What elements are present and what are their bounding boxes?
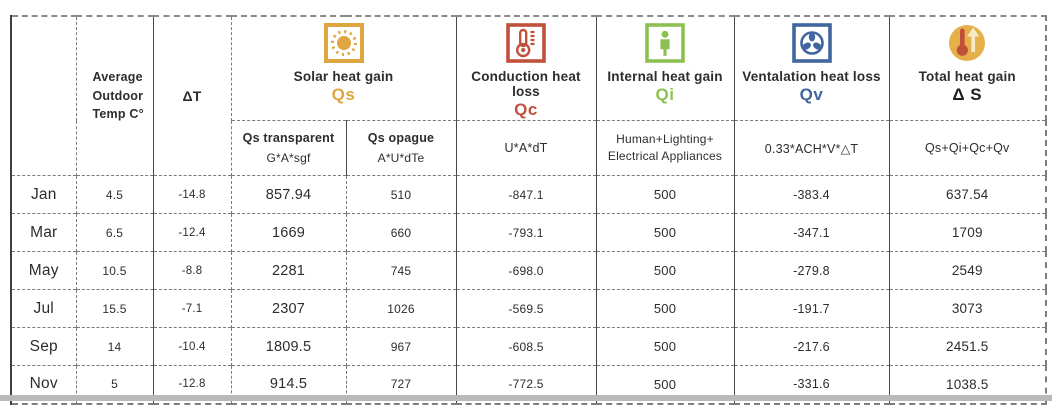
avg-temp-cell: 6.5 bbox=[75, 213, 153, 252]
qc-formula-cell: U*A*dT bbox=[455, 120, 596, 176]
qv-cell: -279.8 bbox=[733, 251, 889, 290]
corner-cell bbox=[11, 16, 76, 176]
avg-temp-cell: 10.5 bbox=[75, 251, 153, 290]
qi-cell: 500 bbox=[595, 327, 734, 366]
internal-heat-gain-header: Internal heat gain Qi bbox=[595, 16, 734, 121]
table-row: May 10.5 -8.8 2281 745 -698.0 500 -279.8… bbox=[11, 251, 1046, 290]
qv-cell: -347.1 bbox=[733, 213, 889, 252]
total-cell: 637.54 bbox=[888, 175, 1046, 214]
group-symbol: Qv bbox=[799, 85, 824, 104]
qs-transparent-cell: 1809.5 bbox=[230, 327, 346, 366]
ventilation-heat-loss-header: Ventalation heat loss Qv bbox=[733, 16, 889, 121]
qs-transparent-cell: 2281 bbox=[230, 251, 346, 290]
group-title: Internal heat gain bbox=[607, 69, 723, 84]
qs-opague-cell: 660 bbox=[345, 213, 456, 252]
qi-cell: 500 bbox=[595, 251, 734, 290]
delta-t-cell: -7.1 bbox=[152, 289, 231, 328]
qs-transparent-cell: 857.94 bbox=[230, 175, 346, 214]
qc-cell: -847.1 bbox=[455, 175, 596, 214]
delta-t-cell: -14.8 bbox=[152, 175, 231, 214]
qc-cell: -569.5 bbox=[455, 289, 596, 328]
total-cell: 1709 bbox=[888, 213, 1046, 252]
thermometer-up-arrow-icon bbox=[890, 22, 1046, 66]
delta-t-cell: -8.8 bbox=[152, 251, 231, 290]
conduction-heat-loss-header: Conduction heat loss Qc bbox=[455, 16, 596, 121]
qs-opague-cell: 745 bbox=[345, 251, 456, 290]
header-row-formulas: Qs transparent G*A*sgf Qs opague A*U*dTe… bbox=[11, 120, 1046, 176]
total-cell: 2549 bbox=[888, 251, 1046, 290]
group-title: Total heat gain bbox=[918, 69, 1016, 84]
group-title: Ventalation heat loss bbox=[742, 69, 881, 84]
total-cell: 3073 bbox=[888, 289, 1046, 328]
group-symbol: Qi bbox=[655, 85, 675, 104]
qi-cell: 500 bbox=[595, 289, 734, 328]
qi-formula-cell: Human+Lighting+ Electrical Appliances bbox=[595, 120, 734, 176]
qi-cell: 500 bbox=[595, 213, 734, 252]
qs-opague-cell: 510 bbox=[345, 175, 456, 214]
delta-t-cell: -10.4 bbox=[152, 327, 231, 366]
qv-cell: -383.4 bbox=[733, 175, 889, 214]
qs-opague-header: Qs opague A*U*dTe bbox=[345, 120, 456, 176]
month-cell: May bbox=[11, 251, 76, 290]
avg-temp-cell: 4.5 bbox=[75, 175, 153, 214]
subcolumn-formula: G*A*sgf bbox=[266, 151, 311, 165]
person-icon bbox=[597, 22, 734, 66]
group-symbol: Qc bbox=[514, 100, 538, 119]
sun-icon bbox=[232, 22, 456, 66]
solar-heat-gain-header: Solar heat gain Qs bbox=[230, 16, 456, 121]
qv-cell: -191.7 bbox=[733, 289, 889, 328]
subcolumn-formula: A*U*dTe bbox=[377, 151, 425, 165]
delta-t-cell: -12.4 bbox=[152, 213, 231, 252]
table-row: Sep 14 -10.4 1809.5 967 -608.5 500 -217.… bbox=[11, 327, 1046, 366]
subcolumn-name: Qs opague bbox=[367, 131, 435, 145]
qv-cell: -217.6 bbox=[733, 327, 889, 366]
avg-temp-column-header: Average Outdoor Temp C° bbox=[75, 16, 153, 176]
total-heat-gain-header: Total heat gain Δ S bbox=[888, 16, 1046, 121]
qi-formula-line2: Electrical Appliances bbox=[607, 149, 723, 163]
qi-formula-line1: Human+Lighting+ bbox=[616, 131, 714, 146]
qs-transparent-header: Qs transparent G*A*sgf bbox=[230, 120, 346, 176]
fan-icon bbox=[735, 22, 889, 66]
qc-cell: -608.5 bbox=[455, 327, 596, 366]
delta-t-column-header: ΔT bbox=[152, 16, 231, 176]
qi-cell: 500 bbox=[595, 175, 734, 214]
group-title: Conduction heat loss bbox=[471, 69, 581, 99]
total-formula-cell: Qs+Qi+Qc+Qv bbox=[888, 120, 1046, 176]
group-symbol: Δ S bbox=[952, 85, 983, 104]
month-cell: Mar bbox=[11, 213, 76, 252]
horizontal-scrollbar[interactable] bbox=[0, 395, 1052, 401]
group-symbol: Qs bbox=[331, 85, 356, 104]
group-title: Solar heat gain bbox=[293, 69, 394, 84]
table-row: Mar 6.5 -12.4 1669 660 -793.1 500 -347.1… bbox=[11, 213, 1046, 252]
total-cell: 2451.5 bbox=[888, 327, 1046, 366]
header-row-titles: Average Outdoor Temp C° ΔT Solar heat ga… bbox=[11, 16, 1046, 176]
heat-balance-table: Average Outdoor Temp C° ΔT Solar heat ga… bbox=[10, 15, 1047, 405]
avg-temp-cell: 14 bbox=[75, 327, 153, 366]
table-row: Jul 15.5 -7.1 2307 1026 -569.5 500 -191.… bbox=[11, 289, 1046, 328]
avg-temp-cell: 15.5 bbox=[75, 289, 153, 328]
qs-transparent-cell: 1669 bbox=[230, 213, 346, 252]
month-cell: Jan bbox=[11, 175, 76, 214]
qs-opague-cell: 1026 bbox=[345, 289, 456, 328]
subcolumn-name: Qs transparent bbox=[242, 131, 335, 145]
qs-transparent-cell: 2307 bbox=[230, 289, 346, 328]
month-cell: Jul bbox=[11, 289, 76, 328]
thermometer-icon bbox=[457, 22, 596, 66]
table-row: Jan 4.5 -14.8 857.94 510 -847.1 500 -383… bbox=[11, 175, 1046, 214]
qv-formula-cell: 0.33*ACH*V*△T bbox=[733, 120, 889, 176]
qs-opague-cell: 967 bbox=[345, 327, 456, 366]
qc-cell: -698.0 bbox=[455, 251, 596, 290]
qc-cell: -793.1 bbox=[455, 213, 596, 252]
month-cell: Sep bbox=[11, 327, 76, 366]
